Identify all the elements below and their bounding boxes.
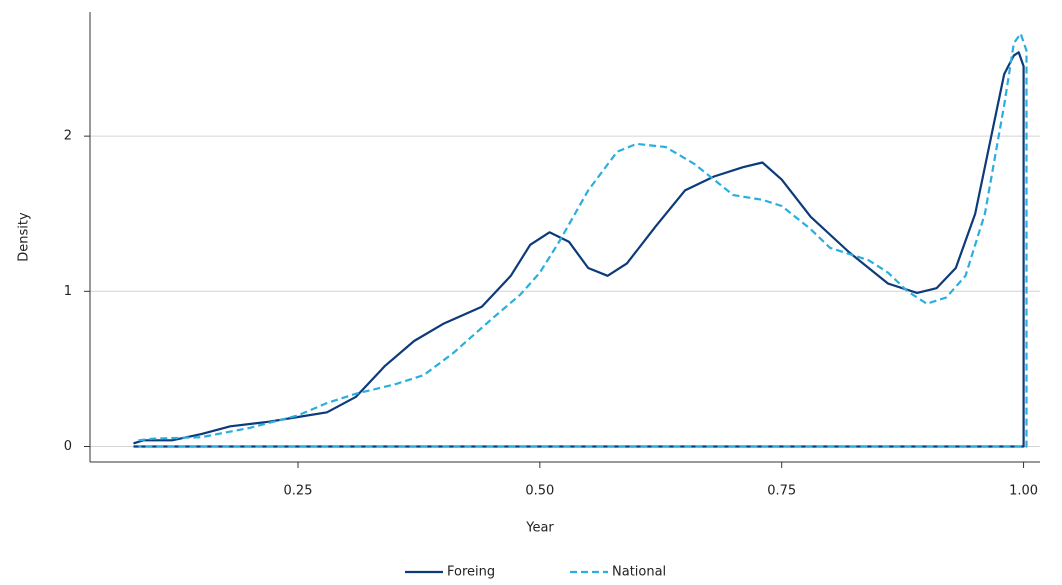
x-tick-label: 0.75 <box>767 484 796 499</box>
y-tick-label: 1 <box>64 284 72 299</box>
y-axis-label: Density <box>17 212 32 262</box>
x-tick-label: 0.50 <box>525 484 554 499</box>
legend-label: National <box>612 565 666 580</box>
x-tick-label: 0.25 <box>284 484 313 499</box>
x-axis-label: Year <box>525 521 554 536</box>
density-line <box>133 51 1025 448</box>
legend-label: Foreing <box>447 565 495 580</box>
y-tick-label: 0 <box>64 439 72 454</box>
y-tick-label: 2 <box>64 129 72 144</box>
x-tick-label: 1.00 <box>1009 484 1038 499</box>
density-line <box>138 32 1028 448</box>
